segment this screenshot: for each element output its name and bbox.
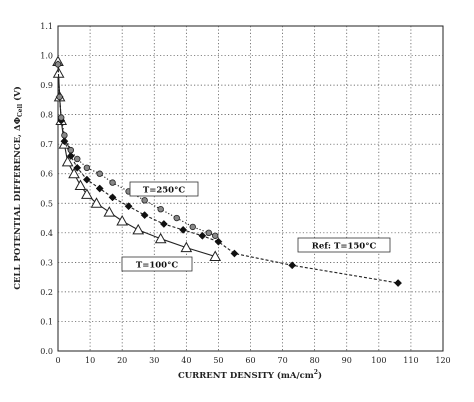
x-tick-label: 20 — [117, 356, 127, 365]
series-line — [57, 64, 399, 284]
data-point-circle — [109, 179, 116, 186]
x-tick-label: 0 — [55, 356, 60, 365]
data-point-diamond — [82, 175, 91, 184]
data-point-circle — [205, 229, 212, 237]
x-tick-label: 90 — [342, 356, 352, 365]
data-point-circle — [212, 232, 219, 239]
data-point-triangle — [61, 155, 74, 167]
data-point-diamond — [214, 237, 223, 246]
label-box-100: T=100°C — [121, 256, 193, 272]
y-tick-label: 0.8 — [40, 111, 53, 120]
data-point-diamond — [179, 225, 188, 234]
x-tick-label: 100 — [371, 356, 386, 365]
data-point-triangle — [81, 188, 93, 199]
x-axis-title: CURRENT DENSITY (mA/cm2) — [178, 369, 322, 381]
data-point-triangle — [116, 214, 129, 226]
y-tick-label: 0.5 — [40, 199, 53, 208]
y-axis-title: CELL POTENTIAL DIFFERENCE, ΔΦCell (V) — [12, 86, 24, 290]
data-point-diamond — [394, 279, 403, 287]
data-point-diamond — [159, 220, 168, 228]
data-point-circle — [141, 197, 148, 204]
data-point-triangle — [180, 241, 193, 253]
data-point-diamond — [95, 184, 104, 193]
y-tick-label: 0.6 — [40, 170, 53, 179]
x-tick-label: 30 — [149, 356, 159, 365]
data-point-triangle — [90, 197, 103, 208]
y-tick-label: 0.0 — [40, 347, 53, 356]
label-box-150: Ref: T=150°C — [297, 237, 391, 253]
tick-labels: 0 10 20 30 40 50 60 70 80 90 100 110 120 0.0 0.1 0.2 0.3… — [40, 22, 450, 365]
data-point-triangle — [209, 250, 222, 261]
data-point-diamond — [66, 152, 75, 160]
x-tick-label: 10 — [85, 356, 95, 365]
data-point-circle — [83, 164, 91, 172]
y-axis-title-subscript: Cell — [17, 103, 24, 117]
y-tick-label: 1.1 — [40, 22, 53, 31]
data-point-diamond — [198, 231, 207, 240]
y-tick-label: 1.0 — [40, 52, 53, 61]
y-tick-label: 0.3 — [40, 258, 53, 267]
data-point-circle — [67, 146, 75, 154]
y-tick-label: 0.1 — [40, 317, 53, 326]
data-point-triangle — [68, 167, 80, 179]
data-point-circle — [61, 132, 68, 139]
label-150: Ref: T=150°C — [312, 242, 377, 252]
x-tick-label: 120 — [435, 356, 450, 365]
label-100: T=100°C — [136, 261, 178, 271]
label-250: T=250°C — [143, 186, 185, 196]
x-tick-label: 80 — [310, 356, 320, 365]
data-point-circle — [74, 155, 81, 163]
x-axis-title-superscript: 2 — [314, 369, 318, 376]
x-tick-label: 40 — [181, 356, 191, 365]
x-tick-label: 110 — [403, 356, 418, 365]
data-point-diamond — [230, 249, 239, 258]
data-point-triangle — [103, 206, 116, 217]
data-point-circle — [189, 223, 196, 231]
plot-area — [57, 25, 444, 352]
y-tick-label: 0.9 — [40, 81, 53, 90]
data-point-circle — [58, 114, 65, 121]
y-tick-label: 0.4 — [40, 229, 53, 238]
y-tick-label: 0.2 — [40, 288, 53, 297]
data-point-diamond — [60, 137, 69, 146]
data-point-circle — [157, 205, 164, 213]
data-point-diamond — [288, 261, 297, 270]
series-layer — [52, 55, 403, 287]
data-point-circle — [96, 170, 103, 177]
y-tick-label: 0.7 — [40, 140, 53, 149]
data-point-diamond — [140, 211, 149, 220]
data-point-diamond — [73, 163, 82, 172]
data-point-diamond — [108, 193, 117, 202]
x-tick-label: 60 — [245, 356, 255, 365]
x-tick-label: 50 — [213, 356, 223, 365]
x-tick-label: 70 — [277, 356, 287, 365]
data-point-circle — [54, 61, 62, 68]
data-point-diamond — [124, 202, 133, 211]
data-point-triangle — [154, 232, 167, 244]
data-point-circle — [56, 93, 63, 101]
data-point-triangle — [132, 223, 145, 235]
label-box-250: T=250°C — [129, 181, 199, 197]
data-point-circle — [173, 214, 180, 222]
data-point-triangle — [74, 179, 87, 191]
